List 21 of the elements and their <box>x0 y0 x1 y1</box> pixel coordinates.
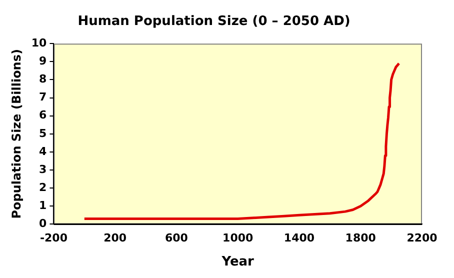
x-tick-label: 1800 <box>345 232 376 245</box>
x-tick-label: 200 <box>104 232 127 245</box>
y-tick-label: 2 <box>39 180 47 194</box>
y-tick-label: 6 <box>39 108 48 122</box>
y-tick-label: 0 <box>39 217 48 230</box>
y-tick-label: 5 <box>39 126 47 140</box>
chart-title: Human Population Size (0 – 2050 AD) <box>78 14 350 30</box>
x-tick-label: 600 <box>164 232 188 245</box>
y-tick-label: 9 <box>39 54 47 68</box>
y-axis-title: Population Size (Billions) <box>9 49 24 219</box>
x-tick-label: -200 <box>40 232 68 245</box>
x-tick-label: 1400 <box>284 232 315 245</box>
y-tick-label: 7 <box>39 90 47 104</box>
y-tick-label: 1 <box>39 199 47 212</box>
y-tick-label: 8 <box>39 72 47 86</box>
y-tick-label: 3 <box>39 162 47 176</box>
y-tick-label: 4 <box>39 144 48 158</box>
x-tick-label: 1000 <box>222 232 254 245</box>
y-tick-label: 10 <box>31 36 48 50</box>
x-axis-title: Year <box>220 254 255 270</box>
x-tick-label: 2200 <box>406 232 438 245</box>
